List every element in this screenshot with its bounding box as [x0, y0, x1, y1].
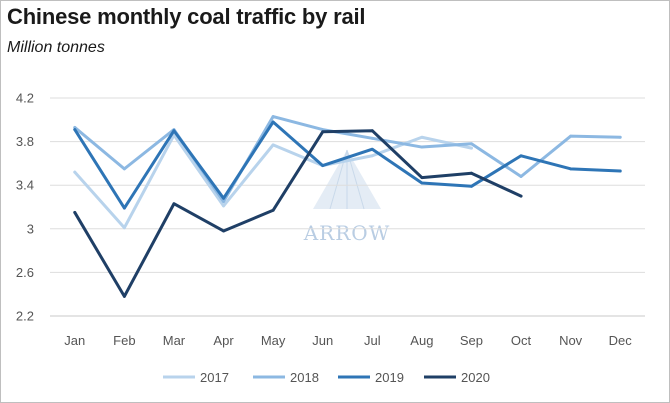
x-tick-label: Oct — [511, 333, 532, 348]
x-tick-label: Apr — [213, 333, 234, 348]
y-tick-label: 3.4 — [16, 178, 34, 193]
data-point — [73, 126, 77, 129]
x-tick-label: Nov — [559, 333, 583, 348]
data-point — [618, 169, 622, 173]
data-point — [420, 176, 424, 179]
data-point — [122, 167, 126, 171]
data-point — [370, 129, 374, 133]
data-point — [122, 206, 126, 210]
data-point — [271, 120, 275, 124]
data-point — [519, 154, 523, 158]
data-point — [519, 175, 523, 178]
legend-label: 2019 — [375, 370, 404, 385]
data-point — [370, 154, 374, 158]
x-tick-label: Jun — [312, 333, 333, 348]
legend-item: 2020 — [424, 370, 490, 385]
data-point — [370, 147, 374, 151]
data-point — [222, 196, 225, 200]
chart-subtitle: Million tonnes — [7, 39, 105, 56]
data-point — [321, 130, 325, 134]
data-point — [569, 167, 573, 171]
x-tick-label: Jul — [364, 333, 381, 348]
data-point — [470, 184, 473, 188]
data-point — [420, 135, 424, 139]
watermark-text: ARROW — [303, 221, 391, 245]
series-line — [73, 115, 622, 204]
data-point — [172, 129, 176, 133]
series-line — [73, 129, 523, 298]
data-point — [222, 204, 225, 208]
y-tick-label: 3 — [27, 221, 34, 236]
x-tick-label: Mar — [163, 333, 186, 348]
data-point — [122, 226, 126, 230]
legend-label: 2020 — [461, 370, 490, 385]
y-tick-label: 2.6 — [16, 265, 34, 280]
y-tick-label: 4.2 — [16, 91, 34, 106]
data-point — [420, 181, 424, 185]
data-point — [271, 208, 275, 212]
data-point — [271, 143, 275, 147]
data-point — [73, 211, 77, 214]
series-line — [73, 120, 622, 210]
data-point — [420, 145, 424, 149]
data-point — [122, 294, 126, 298]
legend-item: 2018 — [253, 370, 319, 385]
series-2020 — [73, 129, 523, 298]
x-tick-label: Aug — [410, 333, 433, 348]
series-line — [73, 133, 473, 230]
data-point — [519, 194, 523, 198]
series-2019 — [73, 120, 622, 210]
legend-label: 2018 — [290, 370, 319, 385]
legend-item: 2017 — [163, 370, 229, 385]
data-point — [470, 146, 473, 150]
series-2018 — [73, 115, 622, 204]
x-tick-label: Feb — [113, 333, 135, 348]
x-tick-label: Dec — [609, 333, 633, 348]
y-tick-label: 3.8 — [16, 134, 34, 149]
legend-label: 2017 — [200, 370, 229, 385]
data-point — [470, 142, 473, 146]
chart-title: Chinese monthly coal traffic by rail — [7, 4, 366, 29]
data-point — [73, 128, 77, 132]
data-point — [321, 164, 325, 167]
data-point — [172, 202, 176, 206]
x-tick-label: Sep — [460, 333, 483, 348]
data-point — [618, 135, 622, 139]
data-point — [222, 200, 225, 203]
series-2017 — [73, 133, 473, 230]
x-tick-label: Jan — [64, 333, 85, 348]
x-tick-label: May — [261, 333, 286, 348]
data-point — [569, 134, 573, 138]
data-point — [222, 229, 225, 233]
y-tick-label: 2.2 — [16, 309, 34, 324]
legend-item: 2019 — [338, 370, 404, 385]
data-point — [470, 171, 473, 175]
data-point — [370, 136, 374, 140]
data-point — [73, 170, 77, 174]
data-point — [271, 115, 275, 118]
